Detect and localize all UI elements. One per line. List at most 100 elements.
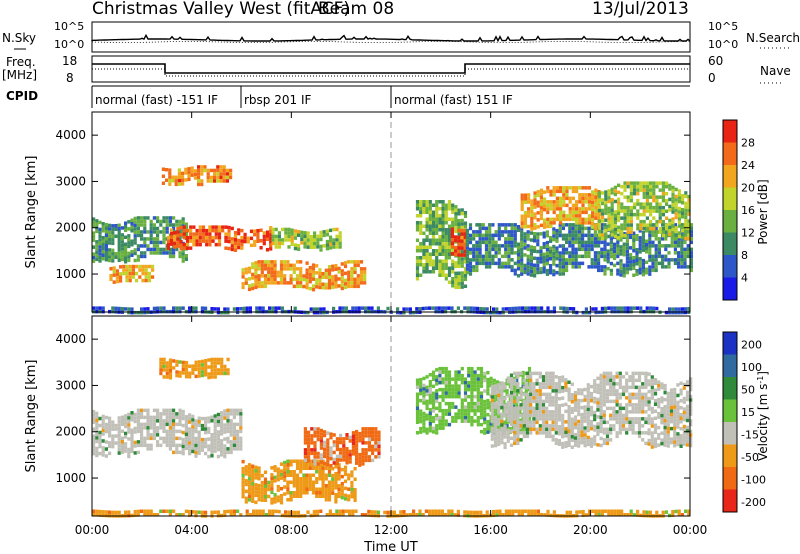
echo-cell [493,391,498,395]
echo-cell [605,441,610,446]
echo-cell [465,256,469,261]
echo-cell [324,275,328,280]
echo-cell [529,382,533,386]
echo-cell [345,450,349,454]
echo-cell [273,263,277,268]
echo-cell [310,427,314,431]
echo-cell [168,358,173,362]
echo-cell [507,230,511,234]
echo-cell [247,466,252,471]
echo-cell [108,234,112,238]
echo-cell [104,454,108,458]
echo-cell [425,392,429,397]
echo-cell [536,190,540,194]
echo-cell [677,310,681,315]
echo-cell [602,382,606,386]
echo-cell [419,416,423,420]
echo-cell [612,392,616,397]
echo-cell [216,437,220,441]
echo-cell [162,216,166,220]
echo-cell [500,381,504,385]
echo-cell [602,413,606,418]
echo-cell [274,306,278,310]
echo-cell [262,231,266,235]
noise-right-label: N.Search [746,31,800,45]
echo-cell [284,234,288,239]
echo-cell [133,440,137,445]
echo-cell [532,389,536,393]
echo-cell [689,265,693,269]
echo-cell [561,420,565,425]
echo-cell [340,276,344,280]
echo-cell [324,477,328,481]
echo-cell [315,285,319,289]
echo-cell [431,416,436,420]
echo-cell [358,456,362,460]
echo-cell [101,257,105,261]
noise-left-tick-bottom: 10^0 [54,38,84,51]
echo-cell [542,256,546,260]
echo-cell [133,241,137,245]
echo-cell [606,259,610,264]
echo-cell [257,473,261,477]
echo-cell [114,306,118,311]
echo-cell [319,460,323,464]
echo-cell [133,234,137,238]
echo-cell [191,439,195,443]
echo-cell [240,242,244,247]
echo-cell [311,480,316,484]
echo-cell [604,235,608,240]
echo-cell [334,465,338,469]
echo-cell [546,210,550,215]
echo-cell [532,392,536,397]
echo-cell [133,227,137,231]
echo-cell [257,487,261,491]
echo-cell [323,451,327,455]
echo-cell [350,484,354,488]
echo-cell [529,396,533,400]
echo-cell [561,247,565,252]
echo-cell [115,272,119,277]
echo-cell [127,234,131,238]
echo-cell [570,431,574,435]
echo-cell [465,263,469,268]
echo-cell [197,182,201,187]
echo-cell [213,168,217,173]
echo-cell [468,247,473,252]
echo-cell [98,248,102,253]
echo-cell [431,217,436,221]
echo-cell [561,417,565,421]
echo-cell [638,246,642,251]
echo-cell [527,415,532,420]
echo-cell [172,223,176,227]
echo-cell [549,200,553,204]
echo-cell [557,386,562,390]
echo-cell [463,419,468,423]
echo-cell [593,386,597,390]
echo-cell [124,417,128,422]
echo-cell [655,184,659,189]
echo-cell [195,242,199,247]
echo-cell [444,238,448,242]
echo-cell [210,371,214,376]
echo-cell [295,487,300,491]
echo-cell [577,237,581,241]
echo-cell [312,307,316,311]
echo-cell [457,226,461,230]
echo-cell [603,254,607,259]
echo-cell [229,419,233,423]
echo-cell [329,235,333,240]
echo-cell [451,210,455,214]
echo-cell [520,265,524,269]
echo-cell [428,210,432,214]
echo-cell [546,306,550,310]
echo-cell [500,244,505,248]
echo-cell [184,178,188,182]
echo-cell [478,247,482,252]
echo-cell [104,422,108,427]
echo-cell [574,230,578,234]
echo-cell [599,394,603,399]
echo-cell [605,378,610,383]
echo-cell [315,491,319,495]
echo-cell [308,484,312,488]
